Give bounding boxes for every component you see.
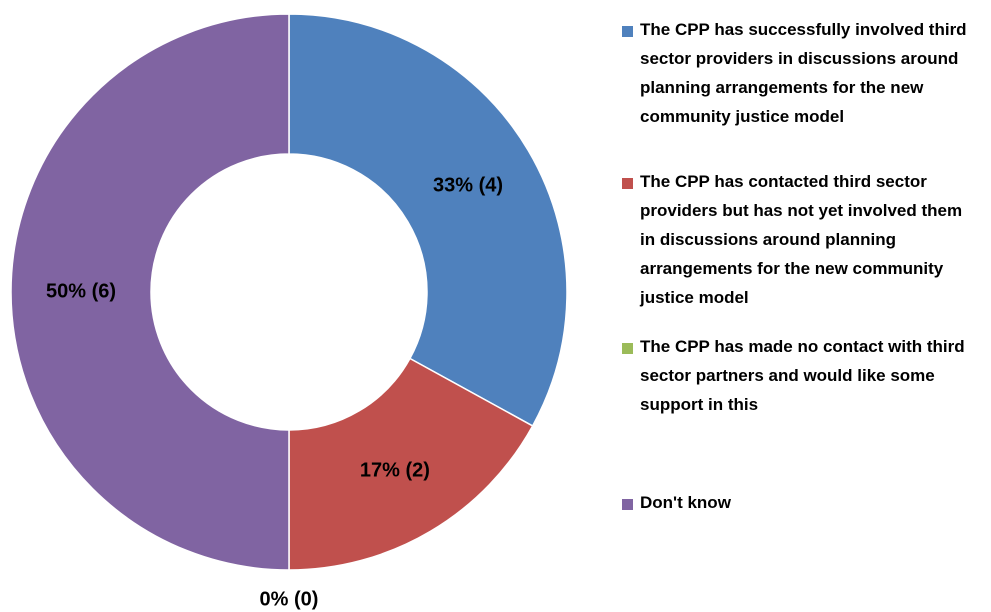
donut-slice — [10, 13, 290, 571]
legend-swatch — [622, 178, 633, 189]
legend-entry: The CPP has successfully involved third … — [622, 20, 972, 131]
data-label: 50% (6) — [46, 280, 116, 302]
legend-entry: The CPP has made no contact with third s… — [622, 337, 972, 419]
legend-entry: The CPP has contacted third sector provi… — [622, 172, 972, 312]
data-label: 17% (2) — [360, 459, 430, 481]
legend-label: The CPP has successfully involved third … — [640, 20, 967, 126]
legend-swatch — [622, 343, 633, 354]
data-label: 0% (0) — [260, 588, 319, 610]
donut-area: 33% (4) 17% (2) 0% (0) 50% (6) — [10, 13, 568, 610]
legend-label: The CPP has contacted third sector provi… — [640, 172, 963, 307]
legend-swatch — [622, 499, 633, 510]
legend-label: Don't know — [640, 493, 731, 512]
legend-label: The CPP has made no contact with third s… — [640, 337, 965, 414]
legend-swatch — [622, 26, 633, 37]
donut-slice — [288, 357, 534, 571]
data-label: 33% (4) — [433, 174, 503, 196]
donut-slice — [288, 13, 568, 427]
legend-entry: Don't know — [622, 493, 972, 517]
